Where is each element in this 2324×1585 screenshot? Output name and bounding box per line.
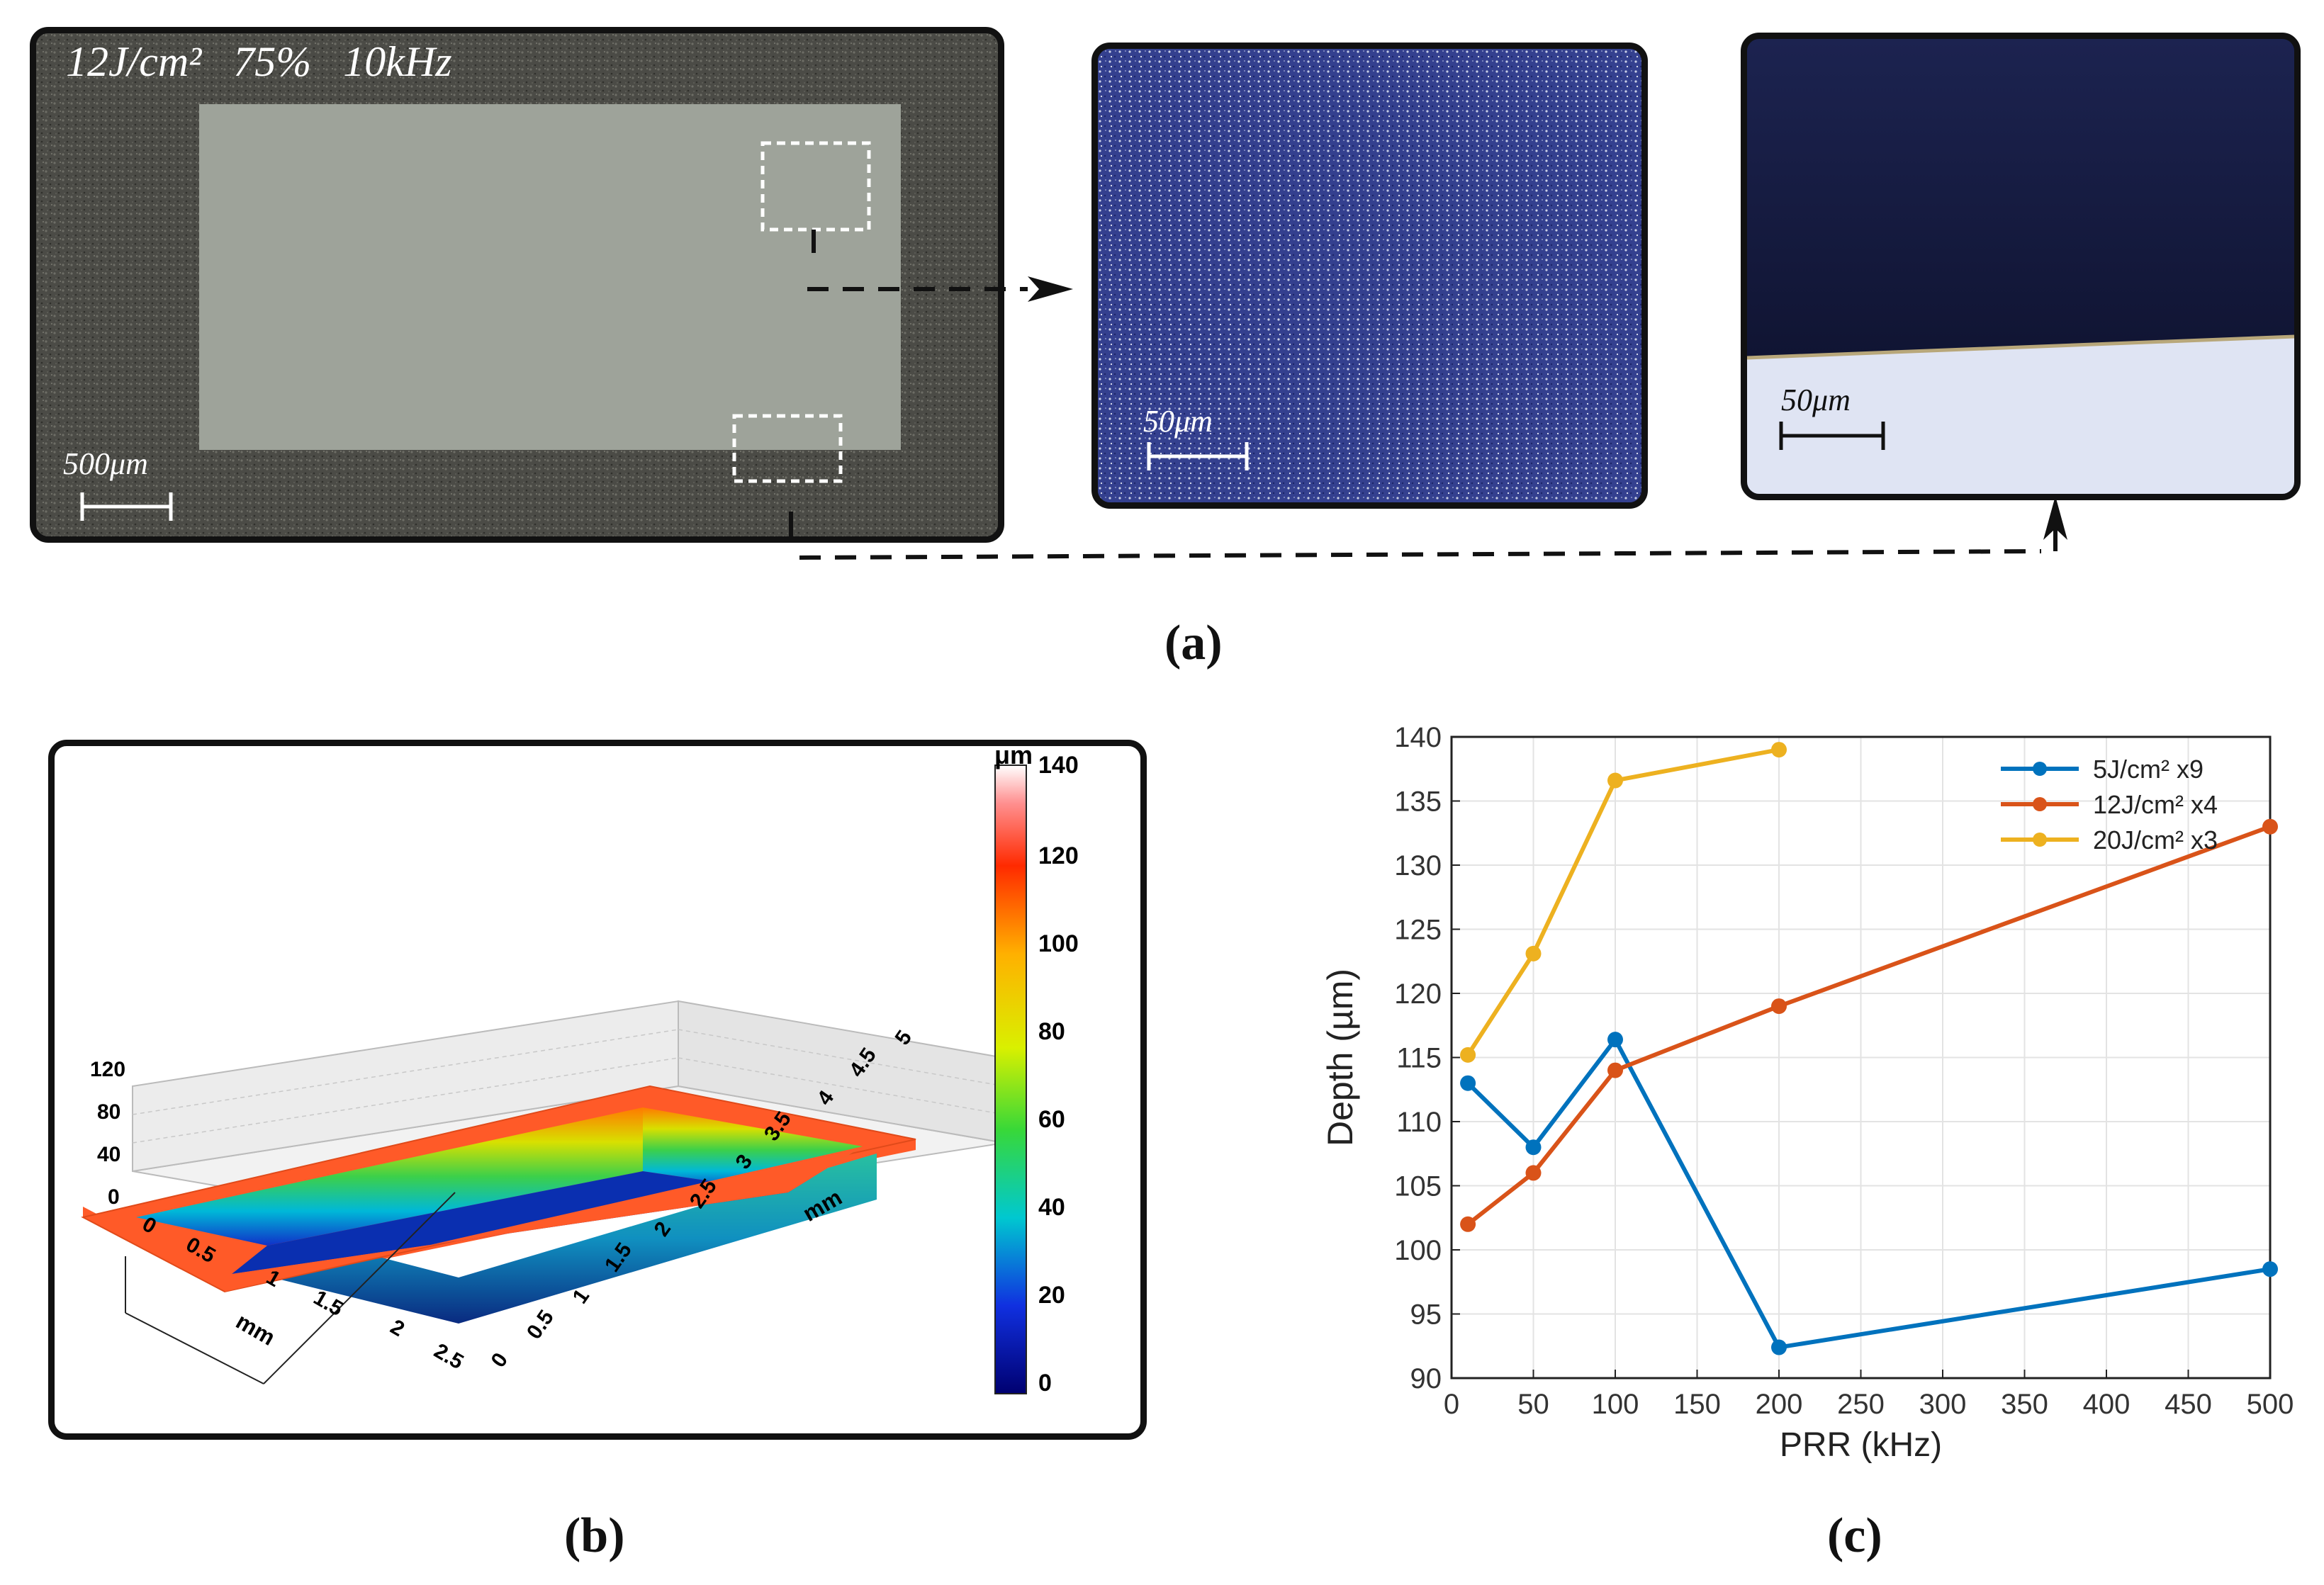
caption-c: (c) <box>1827 1508 1882 1563</box>
micrograph-surface <box>1098 49 1641 502</box>
sample-photo <box>36 33 998 536</box>
y-tick-label: 115 <box>1396 1043 1442 1074</box>
leader-arrows <box>799 276 2067 560</box>
y-tick-label: 125 <box>1394 915 1442 946</box>
data-point <box>2262 818 2278 835</box>
x-tick-label: 500 <box>2247 1389 2294 1420</box>
data-point <box>1525 1139 1542 1156</box>
y-tick-label: 120 <box>1394 978 1442 1010</box>
data-point <box>1460 1216 1476 1232</box>
data-point <box>1771 998 1787 1015</box>
colorbar-ticks: 140 120 100 80 60 40 20 0 <box>1038 752 1102 1404</box>
x-tick-label: 0 <box>1444 1389 1459 1420</box>
legend-marker <box>2033 762 2047 776</box>
colorbar-unit: μm <box>994 740 1033 769</box>
colorbar-tick: 100 <box>1038 930 1079 957</box>
colorbar-tick: 20 <box>1038 1282 1065 1309</box>
data-point <box>1771 742 1787 758</box>
data-point <box>2262 1261 2278 1277</box>
micrograph-surface-panel: 50μm <box>1091 43 1648 509</box>
z-tick: 0 <box>108 1185 120 1209</box>
micrograph-edge-panel: 50μm <box>1741 33 2301 500</box>
data-point <box>1607 1062 1623 1078</box>
laser-params-label: 12J/cm² 75% 10kHz <box>66 38 452 85</box>
scale-label: 50μm <box>1143 404 1213 439</box>
legend-marker <box>2033 833 2047 847</box>
arrow-up-icon <box>2043 496 2067 540</box>
x-tick-label: 50 <box>1517 1389 1549 1420</box>
machined-pocket <box>199 104 901 450</box>
data-point <box>1525 1165 1542 1181</box>
arrow-right-icon <box>1028 276 1073 302</box>
y-tick-label: 130 <box>1394 850 1442 881</box>
legend-label: 12J/cm² x4 <box>2093 790 2218 819</box>
sample-photo-panel: 12J/cm² 75% 10kHz 500μm <box>30 27 1004 543</box>
x-tick-label: 250 <box>1837 1389 1885 1420</box>
caption-a: (a) <box>1164 616 1223 670</box>
colorbar-tick: 120 <box>1038 842 1079 869</box>
x-tick-label: 400 <box>2083 1389 2131 1420</box>
colorbar-tick: 60 <box>1038 1106 1065 1133</box>
y-tick-label: 95 <box>1410 1299 1442 1331</box>
data-point <box>1460 1075 1476 1091</box>
scale-label: 500μm <box>63 446 148 481</box>
depth-vs-prr-chart: 0 50 100 150 200 250 300 350 400 450 500 90 95 100 105… <box>1320 722 2294 1464</box>
y-tick-label: 110 <box>1396 1107 1442 1138</box>
x-tick-label: 450 <box>2165 1389 2212 1420</box>
legend-label: 20J/cm² x3 <box>2093 825 2218 854</box>
x-tick-label: 150 <box>1673 1389 1721 1420</box>
z-tick: 40 <box>97 1143 121 1166</box>
colorbar <box>994 765 1027 1394</box>
data-point <box>1607 772 1623 789</box>
micrograph-edge <box>1747 39 2294 494</box>
legend-marker <box>2033 797 2047 811</box>
surface-plot-3d <box>81 765 1027 1394</box>
x-tick-label: 350 <box>2001 1389 2048 1420</box>
data-point <box>1525 945 1542 961</box>
caption-b: (b) <box>564 1508 625 1563</box>
y-axis-label: Depth (µm) <box>1320 969 1360 1146</box>
y-tick-label: 135 <box>1394 786 1442 818</box>
colorbar-tick: 80 <box>1038 1018 1065 1045</box>
y-tick-label: 100 <box>1394 1235 1442 1266</box>
x-tick-label: 300 <box>1919 1389 1967 1420</box>
z-tick: 120 <box>90 1058 126 1081</box>
series-line <box>1466 748 1780 1056</box>
legend-label: 5J/cm² x9 <box>2093 755 2204 784</box>
data-point <box>1460 1047 1476 1063</box>
x-axis-label: PRR (kHz) <box>1780 1426 1942 1464</box>
surface-profile-panel: μm 140 120 100 80 60 40 20 0 120 80 40 0… <box>48 740 1147 1440</box>
data-point <box>1607 1032 1623 1048</box>
z-tick: 80 <box>97 1100 121 1124</box>
y-tick-label: 140 <box>1394 722 1442 753</box>
x-tick-label: 100 <box>1592 1389 1639 1420</box>
colorbar-tick: 40 <box>1038 1194 1065 1221</box>
x-tick-label: 200 <box>1756 1389 1803 1420</box>
y-tick-label: 105 <box>1394 1171 1442 1202</box>
colorbar-tick: 0 <box>1038 1370 1052 1397</box>
scale-label: 50μm <box>1781 383 1851 417</box>
y-tick-label: 90 <box>1410 1363 1442 1394</box>
data-point <box>1771 1339 1787 1355</box>
colorbar-tick: 140 <box>1038 752 1079 779</box>
